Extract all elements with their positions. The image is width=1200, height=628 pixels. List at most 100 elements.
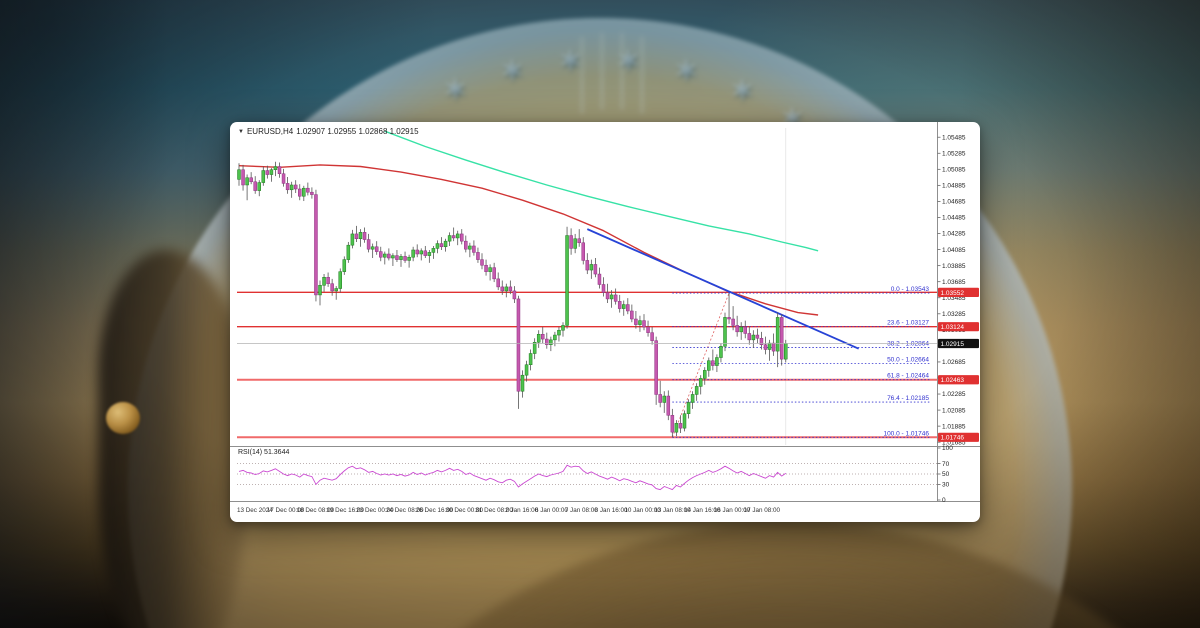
- bear-candle: [593, 264, 598, 275]
- bear-candle: [249, 177, 253, 183]
- time-tick-label: 2 Jan 16:00: [505, 507, 538, 514]
- time-tick-label: 30 Dec 00:00: [446, 507, 484, 514]
- bull-candle: [455, 233, 460, 239]
- price-tick-label: 1.02085: [942, 407, 966, 414]
- bull-candle: [391, 255, 395, 259]
- bear-candle: [658, 394, 662, 403]
- bear-candle: [577, 238, 581, 244]
- bear-candle: [330, 283, 334, 292]
- bear-candle: [601, 284, 606, 293]
- bear-candle: [569, 235, 573, 249]
- bear-candle: [472, 245, 476, 253]
- price-tick-label: 1.05485: [942, 134, 966, 141]
- bear-candle: [492, 267, 496, 280]
- bull-candle: [784, 343, 788, 360]
- bull-candle: [719, 346, 723, 358]
- bull-candle: [573, 238, 577, 249]
- bear-candle: [314, 194, 318, 296]
- time-tick-label: 26 Dec 16:00: [416, 507, 454, 514]
- rsi-scale-label: 0: [942, 497, 946, 504]
- bull-candle: [638, 320, 642, 325]
- bull-candle: [334, 288, 338, 292]
- time-tick-label: 17 Dec 00:00: [267, 507, 305, 514]
- bull-candle: [662, 395, 666, 403]
- price-chart[interactable]: 0.0 - 1.03543 23.6 - 1.03127 38.2 - 1.0286…: [230, 122, 980, 522]
- bear-candle: [747, 333, 752, 341]
- time-tick-label: 16 Jan 00:00: [714, 507, 751, 514]
- bull-candle: [289, 184, 294, 191]
- bear-candle: [763, 344, 768, 350]
- bull-candle: [443, 240, 448, 248]
- fibonacci-retracement[interactable]: 0.0 - 1.03543 23.6 - 1.03127 38.2 - 1.0286…: [671, 286, 930, 438]
- bull-candle: [257, 182, 261, 191]
- price-tick-label: 1.04085: [942, 247, 966, 254]
- bear-candle: [771, 342, 776, 352]
- bull-candle: [245, 177, 249, 186]
- bull-candle: [707, 360, 711, 371]
- gold-knob: [106, 402, 140, 434]
- bear-candle: [779, 317, 784, 360]
- candlesticks: [237, 161, 788, 437]
- bull-candle: [536, 334, 541, 343]
- price-tick-label: 1.04285: [942, 231, 966, 238]
- bear-candle: [298, 188, 302, 197]
- bear-candle: [630, 310, 634, 320]
- descending-trendline[interactable]: [586, 228, 860, 350]
- bull-candle: [504, 286, 509, 292]
- fib-level-label: 38.2 - 1.02864: [887, 341, 929, 348]
- bear-candle: [585, 260, 590, 271]
- bear-candle: [366, 239, 371, 250]
- time-tick-label: 13 Dec 2024: [237, 507, 273, 514]
- bull-candle: [431, 248, 436, 253]
- bull-candle: [561, 325, 565, 331]
- bull-candle: [350, 233, 355, 246]
- horizontal-level-lines[interactable]: [237, 291, 937, 439]
- fib-diagonal: [671, 292, 730, 438]
- bear-candle: [476, 252, 480, 260]
- bull-candle: [557, 329, 561, 336]
- rsi-indicator-label: RSI(14) 51.3644: [238, 449, 290, 456]
- bear-candle: [423, 250, 428, 256]
- ma-red-line[interactable]: [238, 164, 819, 316]
- svg-text:1.03124: 1.03124: [941, 324, 965, 331]
- bear-candle: [666, 395, 671, 416]
- price-tick-label: 1.05085: [942, 167, 966, 174]
- ma-green-line[interactable]: [384, 130, 819, 252]
- bull-candle: [322, 277, 326, 286]
- time-tick-label: 19 Dec 16:00: [326, 507, 364, 514]
- svg-text:1.02463: 1.02463: [941, 377, 965, 384]
- bull-candle: [528, 353, 533, 365]
- fib-level-label: 76.4 - 1.02185: [887, 395, 929, 402]
- chart-ohlc-values: 1.02907 1.02955 1.02868 1.02915: [296, 127, 419, 136]
- bull-candle: [407, 256, 411, 261]
- bear-candle: [310, 191, 314, 195]
- bear-candle: [354, 233, 359, 239]
- bear-candle: [484, 264, 488, 272]
- bear-candle: [326, 277, 330, 284]
- price-tick-label: 1.02685: [942, 359, 966, 366]
- bull-candle: [715, 357, 719, 366]
- rsi-line[interactable]: [238, 464, 787, 491]
- bull-candle: [338, 271, 342, 289]
- bear-candle: [727, 317, 731, 320]
- bear-candle: [743, 326, 747, 334]
- bull-candle: [269, 169, 274, 175]
- trading-chart-window: 0.0 - 1.03543 23.6 - 1.03127 38.2 - 1.0286…: [230, 122, 980, 522]
- bull-candle: [775, 317, 780, 352]
- symbol-dropdown-icon[interactable]: ▼: [238, 128, 244, 135]
- time-tick-label: 14 Jan 16:00: [684, 507, 721, 514]
- bull-candle: [447, 235, 452, 242]
- rsi-scale-label: 70: [942, 461, 950, 468]
- chart-symbol-period: EURUSD,H4: [246, 127, 294, 136]
- bull-candle: [427, 252, 432, 256]
- time-tick-label: 18 Dec 08:00: [297, 507, 335, 514]
- chart-header: ▼ EURUSD,H4 1.02907 1.02955 1.02868 1.02…: [238, 127, 419, 136]
- svg-text:1.02915: 1.02915: [941, 341, 965, 348]
- rsi-panel: 100 70 50 30 0: [237, 445, 953, 504]
- bear-candle: [415, 249, 419, 255]
- time-tick-label: 8 Jan 16:00: [595, 507, 628, 514]
- svg-text:1.03552: 1.03552: [941, 290, 965, 297]
- bear-candle: [605, 292, 610, 300]
- bear-candle: [387, 253, 391, 259]
- bear-candle: [362, 232, 367, 240]
